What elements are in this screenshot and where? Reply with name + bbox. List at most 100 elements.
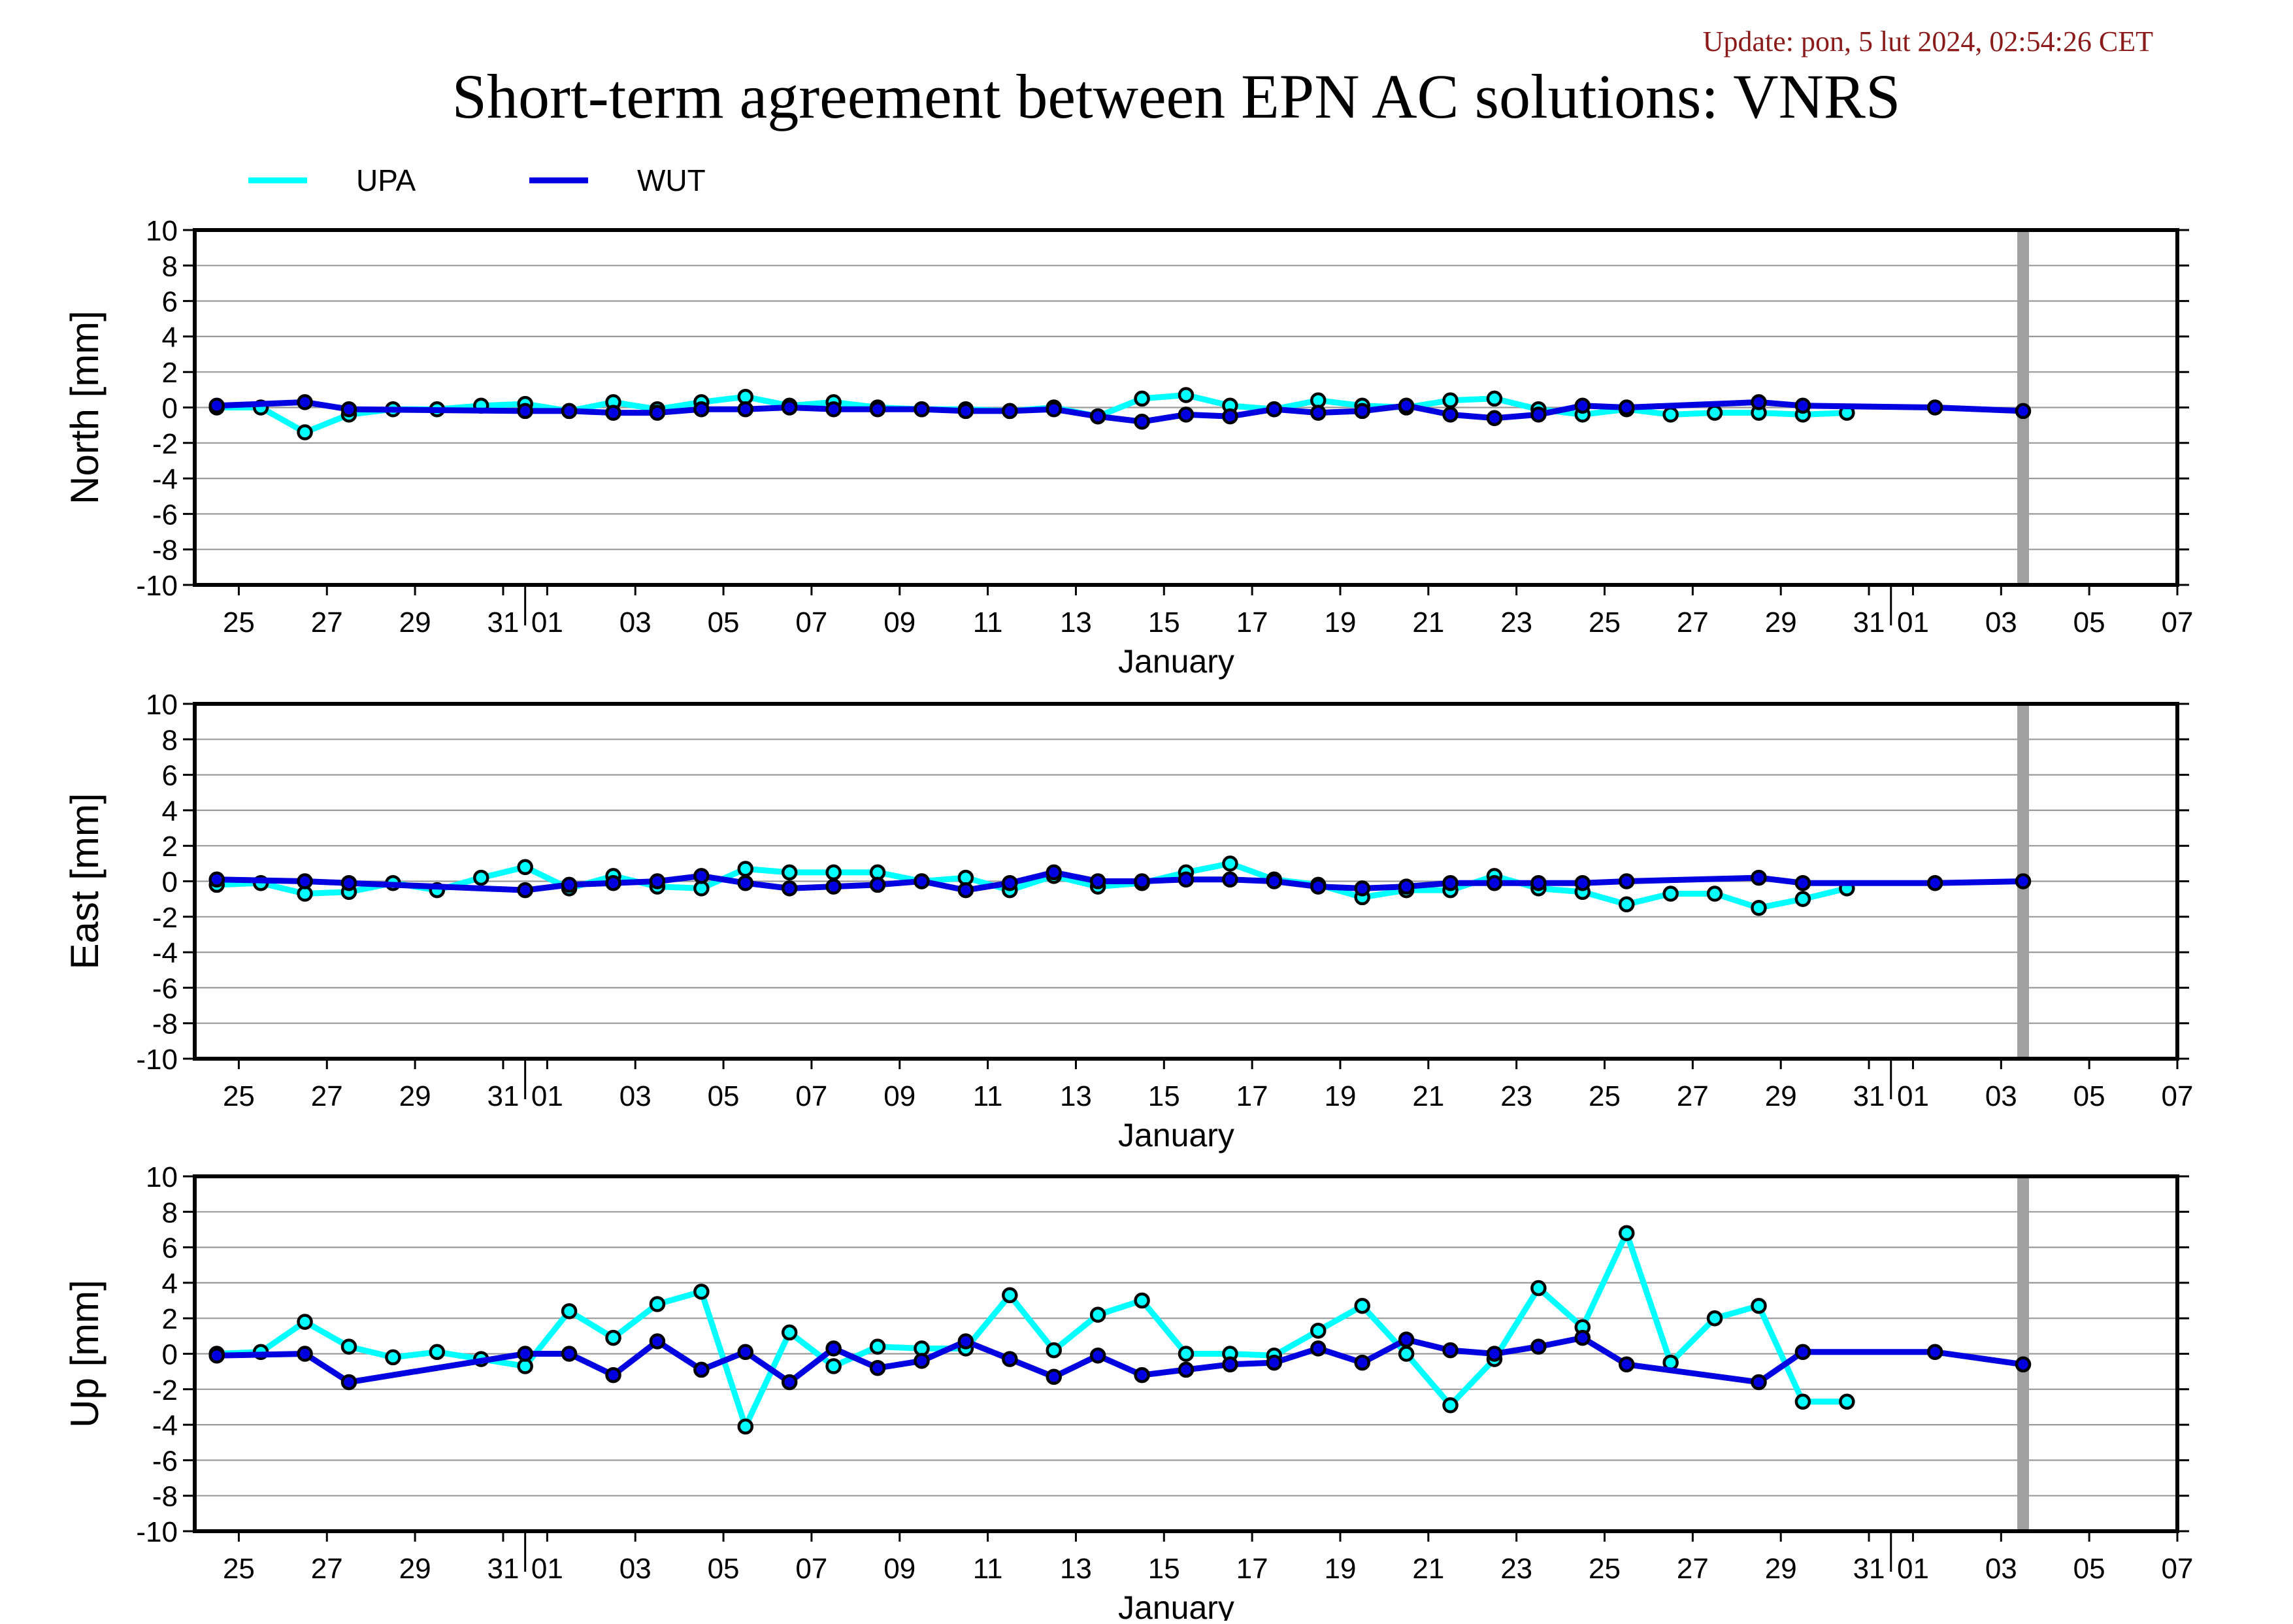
x-tick-label: 27 xyxy=(1677,1553,1709,1585)
x-tick-label: 07 xyxy=(795,1553,827,1585)
x-tick-label: 31 xyxy=(487,1080,519,1112)
data-point-upa xyxy=(781,864,798,881)
data-point-upa xyxy=(1751,899,1767,916)
data-point-wut xyxy=(1926,874,1943,891)
y-tick-label: 4 xyxy=(162,1268,178,1300)
chart-title: Short-term agreement between EPN AC solu… xyxy=(452,61,1901,131)
data-point-wut xyxy=(737,1344,754,1361)
data-point-wut xyxy=(1178,1361,1195,1378)
data-point-upa xyxy=(472,869,489,886)
data-point-wut xyxy=(1574,874,1591,891)
x-tick-label: 17 xyxy=(1236,1080,1268,1112)
data-point-upa xyxy=(1706,405,1723,421)
data-point-wut xyxy=(2015,403,2032,420)
x-tick-label: 01 xyxy=(1897,1080,1929,1112)
data-point-wut xyxy=(1089,873,1106,889)
data-point-upa xyxy=(1706,1310,1723,1327)
x-tick-label: 29 xyxy=(399,1080,431,1112)
data-point-upa xyxy=(1530,1280,1547,1297)
data-point-wut xyxy=(781,399,798,416)
x-tick-label: 27 xyxy=(311,606,343,638)
data-point-upa xyxy=(1794,891,1811,907)
x-tick-label: 03 xyxy=(619,1553,652,1585)
x-tick-label: 17 xyxy=(1236,606,1268,638)
data-point-wut xyxy=(957,403,974,420)
y-axis-label: Up [mm] xyxy=(63,1280,107,1428)
legend-label-wut: WUT xyxy=(637,163,706,197)
x-tick-label: 07 xyxy=(2162,1080,2194,1112)
data-point-wut xyxy=(208,871,225,888)
panel-1: -10 -8 -6-4-20 2 46 810 25 27 29 31 01 03 05 07 09 11 13… xyxy=(63,689,2193,1153)
data-point-wut xyxy=(340,401,357,418)
data-point-wut xyxy=(1178,871,1195,888)
data-point-wut xyxy=(1222,408,1238,425)
data-point-wut xyxy=(340,1374,357,1391)
data-point-wut xyxy=(1398,878,1415,895)
data-point-wut xyxy=(957,1333,974,1350)
y-tick-label: -10 xyxy=(136,1044,178,1076)
x-tick-label: 01 xyxy=(531,1080,563,1112)
data-point-wut xyxy=(2015,1356,2032,1373)
data-point-wut xyxy=(1926,399,1943,416)
data-point-wut xyxy=(869,876,886,893)
data-point-wut xyxy=(605,1367,621,1384)
data-point-upa xyxy=(1178,1346,1195,1362)
data-point-upa xyxy=(1794,1393,1811,1410)
data-point-upa xyxy=(1442,392,1459,408)
data-point-wut xyxy=(825,401,842,418)
y-tick-label: -8 xyxy=(152,1008,178,1040)
data-point-upa xyxy=(693,1284,710,1300)
data-point-wut xyxy=(605,405,621,421)
y-tick-label: 10 xyxy=(146,1161,178,1193)
y-axis-label: East [mm] xyxy=(63,793,107,969)
x-tick-label: 03 xyxy=(1985,1080,2017,1112)
y-tick-label: 10 xyxy=(146,215,178,247)
data-point-wut xyxy=(1266,873,1283,889)
x-tick-label: 27 xyxy=(1677,606,1709,638)
data-point-upa xyxy=(781,1324,798,1341)
x-tick-label: 23 xyxy=(1500,606,1532,638)
x-tick-label: 31 xyxy=(487,606,519,638)
y-tick-label: 4 xyxy=(162,795,178,827)
x-tick-label: 23 xyxy=(1500,1080,1532,1112)
data-point-upa xyxy=(1046,1342,1062,1359)
x-tick-label: 11 xyxy=(973,1553,1003,1585)
data-point-wut xyxy=(825,1340,842,1357)
y-tick-label: 0 xyxy=(162,867,178,899)
y-tick-label: -6 xyxy=(152,972,178,1004)
data-point-upa xyxy=(1618,1225,1635,1242)
y-tick-label: -6 xyxy=(152,1445,178,1477)
y-tick-label: -4 xyxy=(152,937,178,969)
data-point-wut xyxy=(1618,1356,1635,1373)
y-tick-label: 0 xyxy=(162,1339,178,1371)
x-tick-label: 27 xyxy=(311,1080,343,1112)
panel-2: -10-8 -6-4 -20 246 8 10 25 27 29 31 01 03 05 07 09 11 13… xyxy=(63,1161,2193,1624)
y-tick-label: 2 xyxy=(162,831,178,863)
y-tick-label: -10 xyxy=(136,570,178,602)
data-point-wut xyxy=(1398,397,1415,414)
data-point-upa xyxy=(737,861,754,877)
y-tick-label: -8 xyxy=(152,1481,178,1513)
data-point-wut xyxy=(914,1353,930,1369)
data-point-upa xyxy=(1662,886,1679,902)
y-tick-label: 2 xyxy=(162,1303,178,1335)
panel-0: -10-8 -6 -4-20 24 6 810 25 27 29 31 01 03 05 07 09 11 13… xyxy=(63,215,2193,680)
plot-frame xyxy=(193,702,2179,1061)
x-tick-label: 05 xyxy=(708,1553,740,1585)
legend-label-upa: UPA xyxy=(356,163,416,197)
data-point-upa xyxy=(517,859,533,876)
x-tick-label: 29 xyxy=(1765,1080,1797,1112)
data-point-wut xyxy=(1222,1356,1238,1373)
y-tick-label: -8 xyxy=(152,535,178,567)
x-tick-label: 15 xyxy=(1148,606,1180,638)
data-point-upa xyxy=(1662,406,1679,423)
data-point-wut xyxy=(1134,873,1150,889)
x-tick-label: 09 xyxy=(883,606,916,638)
x-tick-label: 01 xyxy=(531,1553,563,1585)
y-tick-label: 8 xyxy=(162,724,178,756)
x-tick-label: 03 xyxy=(1985,1553,2017,1585)
x-tick-label: 05 xyxy=(708,1080,740,1112)
data-point-upa xyxy=(1310,1322,1327,1339)
data-point-wut xyxy=(1046,864,1062,881)
x-tick-label: 29 xyxy=(1765,1553,1797,1585)
